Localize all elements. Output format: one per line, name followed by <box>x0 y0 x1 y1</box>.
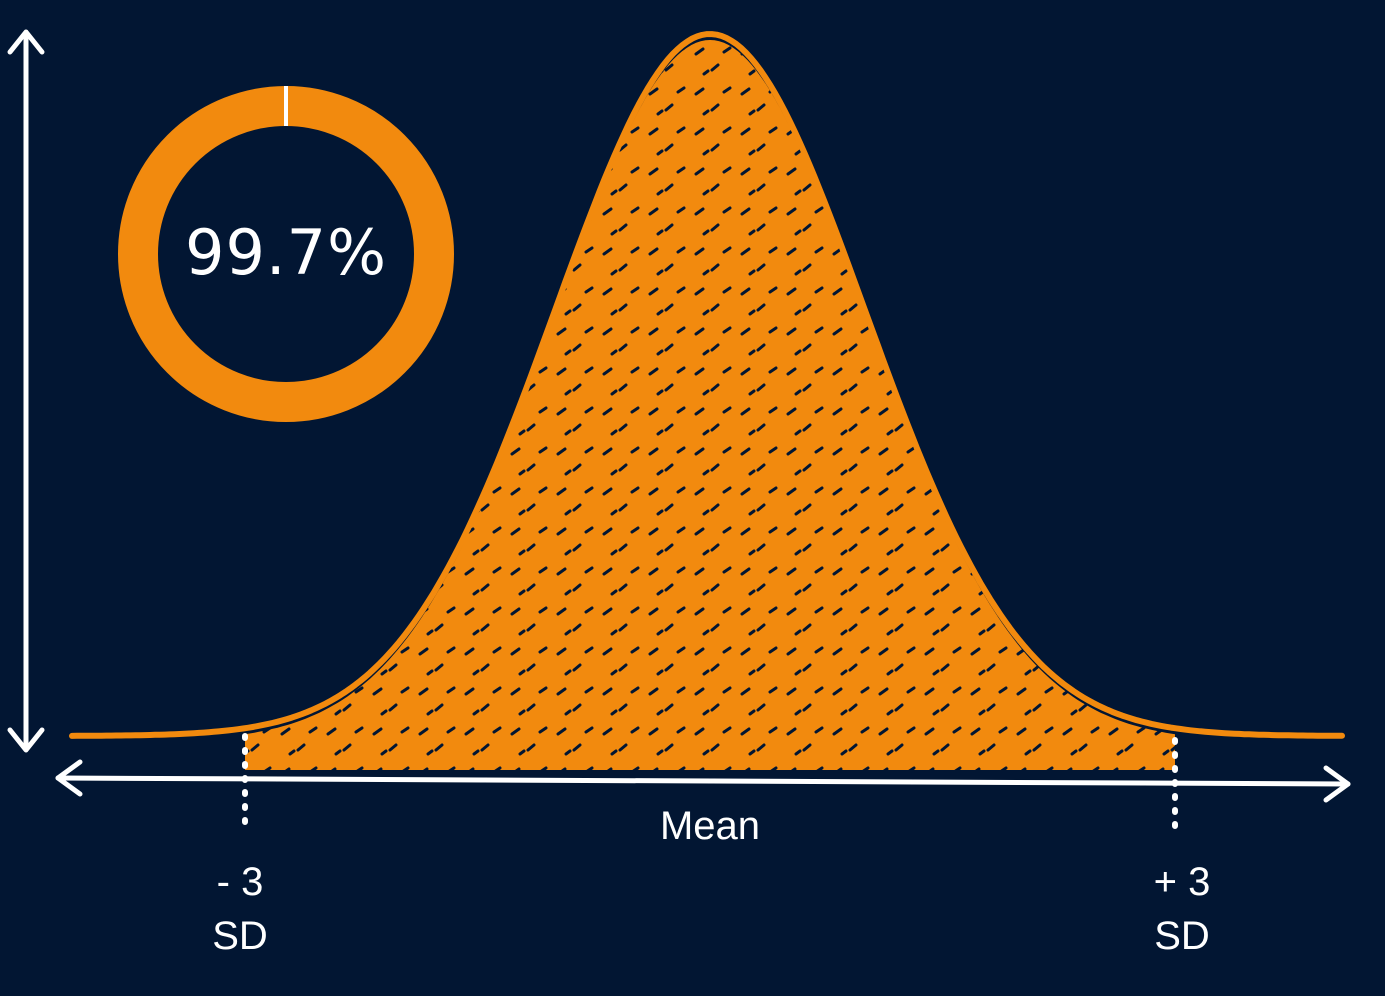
minus-3sd-value: - 3 <box>216 860 264 904</box>
mean-label: Mean <box>659 804 761 848</box>
y-axis-arrow <box>7 29 45 753</box>
plus-3sd-unit: SD <box>1154 914 1210 958</box>
minus-3sd-label: - 3 SD <box>180 862 300 970</box>
plus-3sd-label: + 3 SD <box>1122 862 1242 970</box>
percentage-ring <box>118 86 454 422</box>
percentage-label: 99.7% <box>185 216 387 289</box>
normal-curve-line <box>69 31 1345 739</box>
shaded-area-within-3sd <box>245 40 1175 770</box>
minus-3sd-unit: SD <box>212 914 268 958</box>
plus-3sd-value: + 3 <box>1153 860 1211 904</box>
x-axis-arrow <box>55 759 1351 803</box>
